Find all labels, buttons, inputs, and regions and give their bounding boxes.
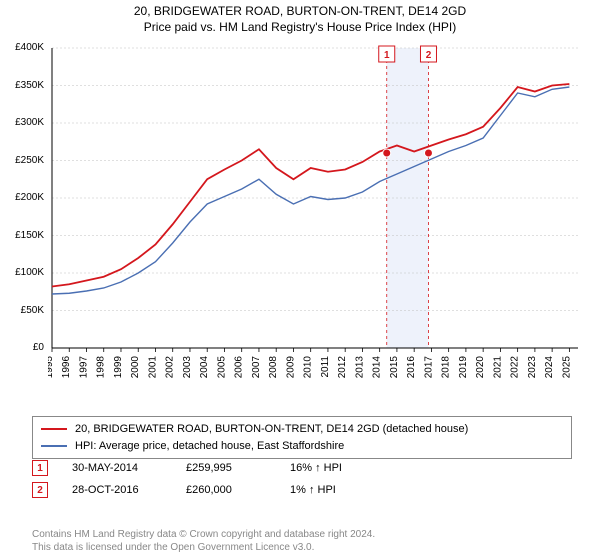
svg-text:2008: 2008 [268,356,279,379]
svg-text:2016: 2016 [406,356,417,379]
svg-text:1997: 1997 [78,356,89,379]
y-tick-label: £300K [2,117,44,128]
svg-text:1998: 1998 [96,356,107,379]
svg-text:2005: 2005 [216,356,227,379]
sale-pct-1: 16% ↑ HPI [290,462,380,474]
svg-text:2017: 2017 [423,356,434,379]
y-tick-label: £150K [2,230,44,241]
svg-text:2022: 2022 [510,356,521,379]
sale-marker-1: 1 [32,460,48,476]
svg-text:2023: 2023 [527,356,538,379]
svg-text:2013: 2013 [354,356,365,379]
svg-text:2009: 2009 [285,356,296,379]
y-tick-label: £100K [2,267,44,278]
sale-row-1: 1 30-MAY-2014 £259,995 16% ↑ HPI [32,460,380,476]
y-tick-label: £0 [2,342,44,353]
title-line2: Price paid vs. HM Land Registry's House … [0,20,600,36]
y-tick-label: £200K [2,192,44,203]
svg-text:1: 1 [384,50,390,61]
sale-price-2: £260,000 [186,484,266,496]
svg-text:2018: 2018 [441,356,452,379]
svg-text:2000: 2000 [130,356,141,379]
chart-svg: 1995 1996 1997 1998 1999 2000 2001 2002 2003 2004… [48,44,588,404]
sale-pct-2: 1% ↑ HPI [290,484,380,496]
svg-text:2002: 2002 [165,356,176,379]
svg-text:2003: 2003 [182,356,193,379]
sale-marker-2: 2 [32,482,48,498]
svg-text:2019: 2019 [458,356,469,379]
legend-row-hpi: HPI: Average price, detached house, East… [41,438,563,455]
svg-text:2011: 2011 [320,356,331,378]
legend-row-property: 20, BRIDGEWATER ROAD, BURTON-ON-TRENT, D… [41,421,563,438]
svg-text:2014: 2014 [372,356,383,379]
sales-block: 1 30-MAY-2014 £259,995 16% ↑ HPI 2 28-OC… [32,460,380,504]
svg-text:2025: 2025 [561,356,572,379]
svg-text:2024: 2024 [544,356,555,379]
svg-text:2012: 2012 [337,356,348,379]
sale-marker-2-num: 2 [37,485,43,496]
svg-text:2021: 2021 [492,356,503,379]
footer: Contains HM Land Registry data © Crown c… [32,528,375,554]
svg-text:2007: 2007 [251,356,262,379]
sale-date-2: 28-OCT-2016 [72,484,162,496]
sale-price-1: £259,995 [186,462,266,474]
legend-label-property: 20, BRIDGEWATER ROAD, BURTON-ON-TRENT, D… [75,421,468,438]
svg-text:2: 2 [426,50,432,61]
footer-line2: This data is licensed under the Open Gov… [32,541,375,554]
svg-text:2004: 2004 [199,356,210,379]
title-line1: 20, BRIDGEWATER ROAD, BURTON-ON-TRENT, D… [0,4,600,20]
legend-swatch-hpi [41,445,67,447]
legend-label-hpi: HPI: Average price, detached house, East… [75,438,344,455]
svg-text:2015: 2015 [389,356,400,379]
svg-text:2020: 2020 [475,356,486,379]
y-tick-label: £350K [2,80,44,91]
y-tick-label: £250K [2,155,44,166]
sale-row-2: 2 28-OCT-2016 £260,000 1% ↑ HPI [32,482,380,498]
svg-text:2010: 2010 [303,356,314,379]
legend-swatch-property [41,428,67,430]
svg-text:2006: 2006 [234,356,245,379]
svg-text:2001: 2001 [147,356,158,379]
svg-text:1995: 1995 [48,356,55,379]
svg-text:1999: 1999 [113,356,124,379]
sale-marker-1-num: 1 [37,463,43,474]
sale-date-1: 30-MAY-2014 [72,462,162,474]
y-tick-label: £50K [2,305,44,316]
svg-text:1996: 1996 [61,356,72,379]
chart-area: 1995199619971998199920002001200220032004… [48,44,588,364]
footer-line1: Contains HM Land Registry data © Crown c… [32,528,375,541]
chart-container: 20, BRIDGEWATER ROAD, BURTON-ON-TRENT, D… [0,0,600,560]
title-block: 20, BRIDGEWATER ROAD, BURTON-ON-TRENT, D… [0,0,600,35]
legend-box: 20, BRIDGEWATER ROAD, BURTON-ON-TRENT, D… [32,416,572,459]
y-tick-label: £400K [2,42,44,53]
